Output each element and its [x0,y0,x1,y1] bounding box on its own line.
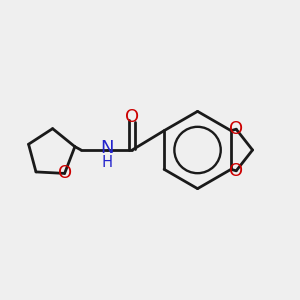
Text: H: H [101,155,112,170]
Text: O: O [58,164,72,182]
Text: O: O [229,162,243,180]
Text: O: O [229,120,243,138]
Text: O: O [125,108,139,126]
Text: N: N [100,139,114,157]
